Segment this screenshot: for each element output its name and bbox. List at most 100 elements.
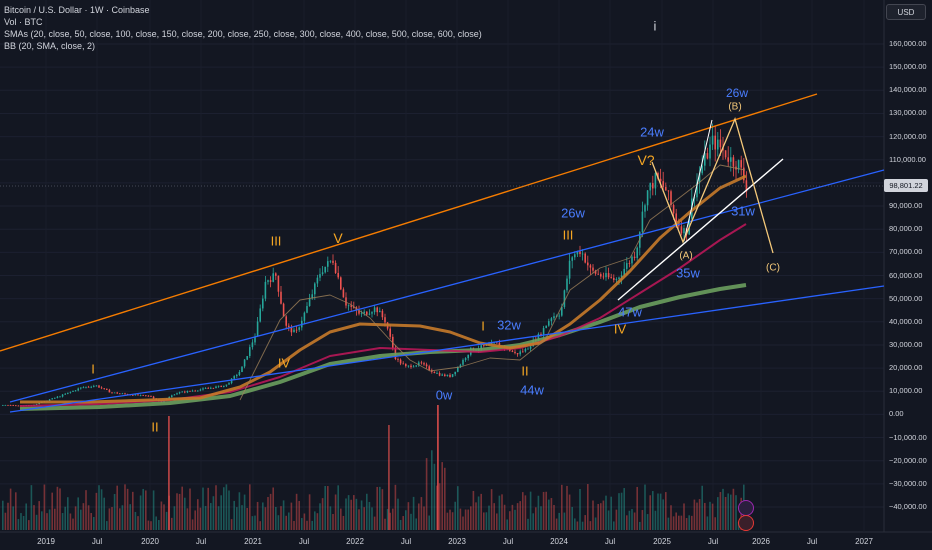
volume-bar xyxy=(236,507,238,530)
volume-bar xyxy=(298,500,300,530)
candle-body xyxy=(316,277,319,284)
currency-button[interactable]: USD xyxy=(886,4,926,20)
volume-bar xyxy=(316,513,319,530)
volume-bar xyxy=(311,520,313,530)
candle-body xyxy=(204,388,207,389)
candle-body xyxy=(584,253,586,263)
candle-body xyxy=(496,342,498,344)
candle-body xyxy=(379,310,381,313)
candle-body xyxy=(397,359,399,360)
volume-bar xyxy=(437,405,439,530)
candle-body xyxy=(80,387,82,389)
candle-body xyxy=(191,390,194,392)
volume-bar xyxy=(527,518,529,530)
symbol-title[interactable]: Bitcoin / U.S. Dollar · 1W · Coinbase xyxy=(4,5,150,15)
blue-channel-low-line xyxy=(9,285,885,413)
volume-bar xyxy=(709,501,711,530)
candle-body xyxy=(438,373,441,376)
candle-body xyxy=(698,173,701,183)
candle-body xyxy=(516,353,519,355)
volume-bar xyxy=(384,518,386,530)
price-axis-label: 90,000.00 xyxy=(889,201,923,211)
volume-bar xyxy=(368,501,371,530)
volume-bar xyxy=(48,509,51,530)
candle-body xyxy=(61,394,64,397)
volume-bar xyxy=(59,488,61,530)
candle-body xyxy=(654,172,657,189)
volume-bar xyxy=(459,508,462,530)
volume-bar xyxy=(7,502,9,530)
volume-indicator-label[interactable]: Vol · BTC xyxy=(4,17,43,27)
volume-bar xyxy=(667,517,670,530)
time-axis-label: Jul xyxy=(604,537,616,546)
volume-bar xyxy=(251,516,254,530)
volume-bar xyxy=(561,484,563,530)
volume-bar xyxy=(228,490,230,530)
candle-body xyxy=(121,393,124,395)
volume-bar xyxy=(38,501,40,530)
week-count-label: 26w xyxy=(561,205,585,221)
volume-bar xyxy=(290,502,293,530)
bb-indicator-label[interactable]: BB (20, SMA, close, 2) xyxy=(4,41,96,51)
event-flag-icon[interactable] xyxy=(738,500,754,516)
candle-body xyxy=(332,260,334,263)
candle-body xyxy=(670,191,672,206)
sma-indicator-label[interactable]: SMAs (20, close, 50, close, 100, close, … xyxy=(4,29,482,39)
candle-body xyxy=(480,345,482,349)
candle-body xyxy=(366,311,368,315)
volume-bar xyxy=(589,521,592,530)
time-axis-label: Jul xyxy=(195,537,207,546)
time-axis-label: 2019 xyxy=(37,537,55,546)
candle-body xyxy=(207,388,209,389)
volume-bar xyxy=(150,521,152,530)
candle-body xyxy=(111,392,113,394)
candle-body xyxy=(724,150,727,158)
candle-body xyxy=(605,273,607,278)
candle-body xyxy=(412,366,415,368)
candle-body xyxy=(631,256,633,264)
volume-bar xyxy=(724,496,727,530)
time-axis-label: Jul xyxy=(91,537,103,546)
volume-bar xyxy=(288,512,290,530)
volume-bar xyxy=(464,509,467,530)
volume-bar xyxy=(524,495,527,530)
time-axis-label: 2025 xyxy=(653,537,671,546)
candle-body xyxy=(540,333,542,336)
candle-body xyxy=(527,348,529,350)
volume-bar xyxy=(20,513,22,530)
wave-label: III xyxy=(562,227,574,243)
volume-bar xyxy=(680,515,683,530)
candle-body xyxy=(150,395,152,397)
volume-bar xyxy=(428,515,430,530)
candle-body xyxy=(267,280,269,282)
volume-bar xyxy=(350,499,352,530)
candle-body xyxy=(594,270,597,274)
news-flag-icon[interactable] xyxy=(738,515,754,531)
volume-bar xyxy=(730,494,732,530)
candle-body xyxy=(574,254,576,258)
volume-bar xyxy=(51,492,53,530)
volume-bar xyxy=(607,510,610,530)
white-wedge-line xyxy=(683,119,713,242)
candle-body xyxy=(113,392,116,394)
candle-body xyxy=(202,388,204,390)
time-axis-label: 2023 xyxy=(448,537,466,546)
sma-mid-line xyxy=(19,223,747,407)
price-axis-label: 10,000.00 xyxy=(889,386,923,396)
volume-bar xyxy=(555,518,558,530)
volume-bar xyxy=(438,483,441,530)
candle-body xyxy=(184,391,186,393)
candle-body xyxy=(667,190,670,192)
price-axis-label: −40,000.00 xyxy=(889,502,927,511)
volume-bar xyxy=(597,503,599,530)
volume-bar xyxy=(600,503,602,530)
volume-bar xyxy=(108,508,111,530)
volume-bar xyxy=(665,492,667,530)
volume-bar xyxy=(405,510,407,530)
candle-body xyxy=(649,183,651,191)
volume-bar xyxy=(644,484,646,530)
volume-bar xyxy=(207,487,209,530)
candle-body xyxy=(197,390,199,392)
candle-body xyxy=(72,390,74,392)
